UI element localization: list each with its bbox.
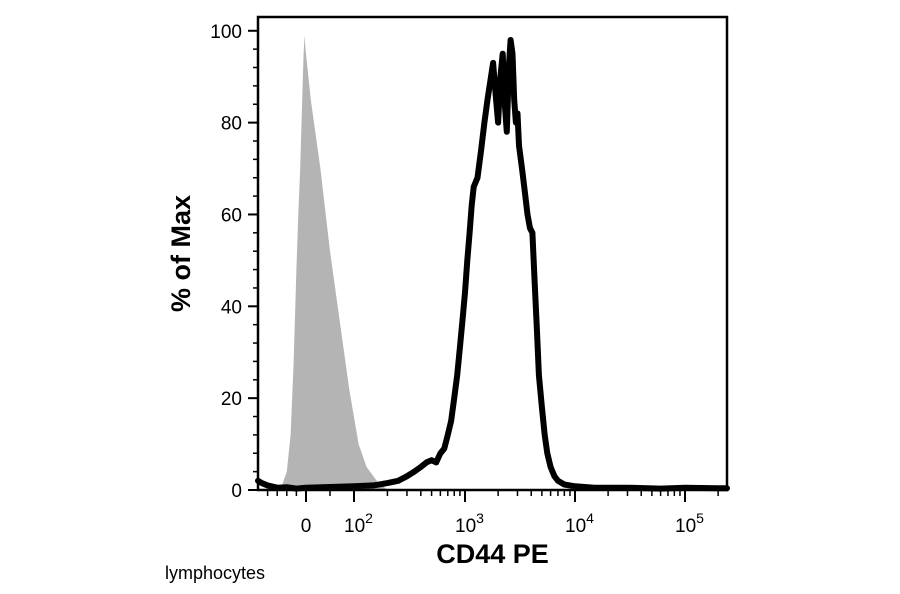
y-tick-label: 40 <box>221 297 242 318</box>
y-tick-label: 0 <box>231 481 242 502</box>
x-tick-label: 103 <box>455 510 484 537</box>
series-stained-line <box>255 37 730 492</box>
population-label: lymphocytes <box>165 563 265 583</box>
y-axis-title: % of Max <box>166 195 196 312</box>
x-tick-label: 105 <box>675 510 704 537</box>
series-control-area <box>277 35 388 491</box>
y-tick-label: 100 <box>210 22 242 43</box>
y-tick-label: 80 <box>221 114 242 135</box>
plot-area <box>255 35 730 492</box>
tick-labels: 0 20 40 60 80 100 0 102 103 104 105 <box>210 22 704 537</box>
x-tick-label: 104 <box>565 510 594 537</box>
y-tick-label: 60 <box>221 205 242 226</box>
x-axis-title: CD44 PE <box>436 539 549 569</box>
x-tick-label: 0 <box>301 516 312 537</box>
y-tick-label: 20 <box>221 389 242 410</box>
plot-frame <box>256 15 729 492</box>
x-tick-label: 102 <box>344 510 373 537</box>
